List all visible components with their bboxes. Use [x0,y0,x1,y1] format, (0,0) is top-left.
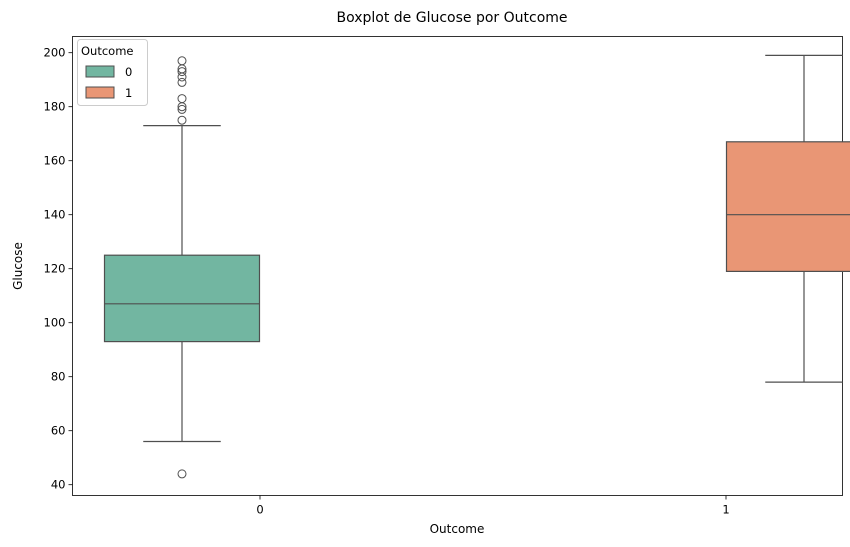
chart-title: Boxplot de Glucose por Outcome [336,10,567,26]
y-tick-label: 120 [44,262,66,276]
y-tick-label: 60 [51,424,66,438]
y-tick-label: 100 [44,316,66,330]
legend-title: Outcome [81,44,134,58]
y-tick-label: 180 [44,100,66,114]
box-group-1 [725,54,850,383]
y-tick-label: 160 [44,154,66,168]
x-tick-label: 0 [256,503,263,517]
y-tick-label: 80 [51,370,66,384]
legend-swatch-0 [85,65,115,78]
box-group-0 [103,56,261,479]
y-tick-label: 200 [44,46,66,60]
y-tick-label: 40 [51,478,66,492]
outlier-point [177,77,187,87]
x-tick-label: 1 [722,503,729,517]
outlier-point [177,94,187,104]
boxes [103,54,850,479]
box-iqr [103,254,261,343]
outlier-point [177,56,187,66]
legend: Outcome 0 1 [77,39,148,106]
box-iqr [725,141,850,273]
x-axis-label: Outcome [430,522,485,536]
legend-label-1: 1 [125,86,132,100]
y-tick-label: 140 [44,208,66,222]
legend-swatch-1 [85,86,115,99]
outlier-point [177,104,187,114]
outlier-point [177,115,187,125]
y-axis-label: Glucose [11,242,25,290]
outlier-point [177,67,187,77]
outlier-point [177,469,187,479]
legend-label-0: 0 [125,65,132,79]
y-axis: 40 60 80 100 120 140 160 180 200 [44,46,73,492]
